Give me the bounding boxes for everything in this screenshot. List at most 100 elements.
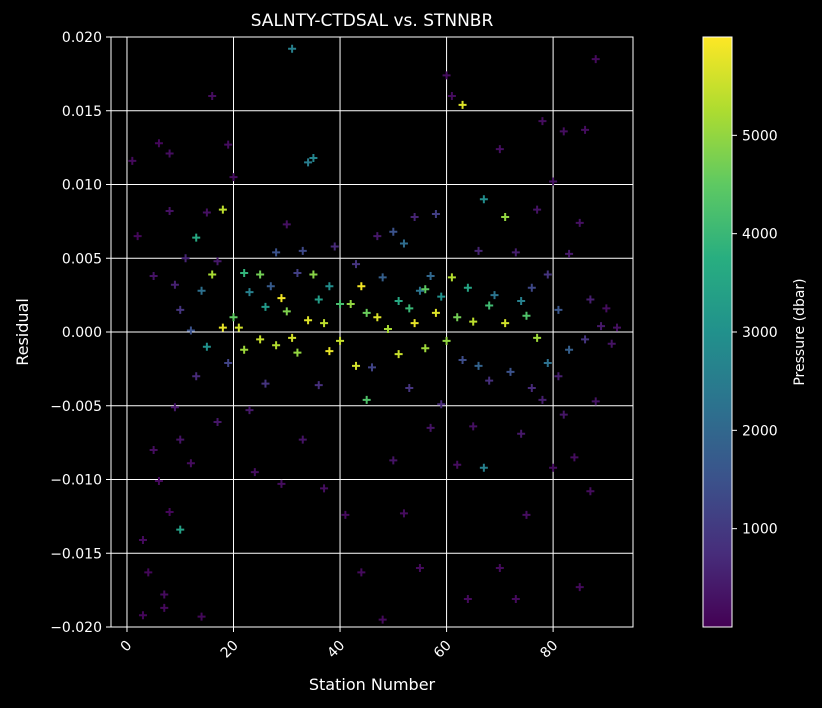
scatter-point [170,403,179,412]
scatter-point [277,294,286,303]
scatter-point [240,269,249,277]
scatter-point [586,487,595,496]
scatter-point [170,280,179,289]
scatter-point [490,291,499,300]
scatter-point [368,363,376,372]
scatter-point [218,323,227,332]
scatter-point [543,358,552,367]
scatter-point [133,232,142,241]
scatter-point [479,463,488,472]
colorbar-tick-label: 1000 [742,522,778,538]
scatter-point [378,273,387,282]
scatter-point [586,295,595,304]
scatter-point [314,295,323,304]
scatter-point [602,304,611,313]
scatter-point [298,435,307,444]
y-tick-label: −0.010 [50,473,102,489]
scatter-point [469,422,478,431]
scatter-point [559,410,568,419]
x-tick-label: 40 [324,638,348,662]
scatter-point [197,286,206,295]
scatter-point [554,372,563,381]
scatter-point [463,594,472,603]
scatter-point [304,316,313,325]
scatter-point [543,270,552,279]
scatter-point [208,92,217,100]
scatter-point [549,463,558,472]
scatter-point [202,342,211,351]
scatter-point [352,260,361,269]
scatter-point [533,333,542,342]
grid [111,36,633,628]
scatter-point [522,311,531,320]
scatter-point [469,317,478,326]
scatter-point [538,395,547,404]
scatter-point [128,156,137,165]
scatter-point [213,417,222,426]
colorbar-ticks: 1000 2000 3000 4000 5000 [732,128,778,538]
scatter-point [186,459,195,468]
scatter-point [591,397,600,406]
scatter-point [394,297,403,306]
scatter-point [405,304,414,313]
scatter-point [405,384,414,393]
scatter-point [479,195,488,204]
scatter-point [458,356,467,365]
scatter-point [474,246,483,255]
scatter-point [240,345,249,354]
scatter-point [298,246,307,255]
scatter-point [431,210,440,218]
scatter-point [591,55,600,64]
scatter-point [197,612,206,621]
scatter-point [399,239,408,248]
scatter-point [202,208,211,217]
scatter-point [437,400,446,409]
scatter-point [208,270,217,279]
scatter-point [309,270,318,279]
y-tick-label: 0.010 [62,178,102,194]
scatter-point [261,302,270,311]
scatter-point [383,325,392,334]
scatter-point [511,594,520,603]
scatter-point [527,384,536,393]
scatter-point [565,249,574,258]
scatter-point [165,207,174,216]
scatter-point [261,379,270,388]
scatter-point [495,145,504,154]
scatter-point [341,510,350,519]
y-tick-label: −0.015 [50,546,102,562]
scatter-point [330,242,339,251]
scatter-point [160,603,169,612]
scatter-point [186,326,195,335]
scatter-point [474,361,483,370]
colorbar-tick-label: 2000 [742,423,778,439]
scatter-point [288,44,297,53]
scatter-point [613,323,622,332]
scatter-point [288,333,297,342]
scatter-point [282,220,291,229]
scatter-point [554,305,563,314]
scatter-point [389,227,398,236]
scatter-point [538,117,547,126]
scatter-point [522,510,531,519]
y-axis-ticks: −0.020 −0.015 −0.010 −0.005 0.000 0.005 0.010 0… [50,30,111,636]
scatter-point [325,347,334,356]
scatter-point [485,301,494,310]
scatter-points [128,44,622,624]
scatter-point [506,367,515,376]
scatter-point [250,468,259,477]
scatter-point [272,341,281,350]
scatter-point [160,590,169,599]
y-tick-label: 0.000 [62,325,102,341]
scatter-point [362,395,371,404]
scatter-point [192,233,201,242]
scatter-point [362,308,371,317]
scatter-point [154,139,163,148]
scatter-point [293,348,302,357]
colorbar-tick-label: 3000 [742,325,778,341]
scatter-point [565,345,574,354]
scatter-point [442,336,451,345]
scatter-point [399,509,408,518]
scatter-point [272,248,281,257]
